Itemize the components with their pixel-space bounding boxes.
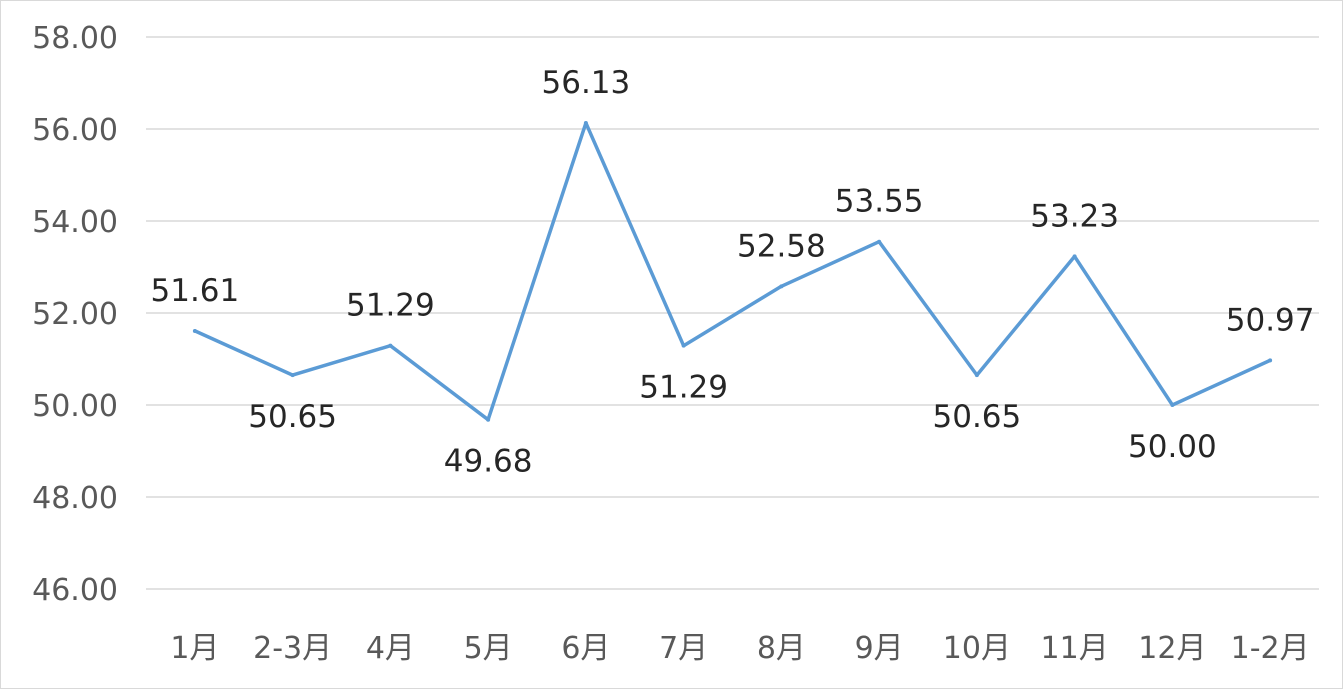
x-tick-label: 11月: [1041, 631, 1109, 666]
data-label: 52.58: [737, 228, 826, 264]
x-axis-tick-labels: 1月 2-3月 4月 5月 6月 7月 8月 9月 10月 11月 12月 1-2月: [170, 631, 1309, 666]
x-tick-label: 9月: [855, 631, 904, 666]
data-label: 53.23: [1030, 198, 1119, 234]
y-tick-label: 52.00: [32, 297, 118, 332]
data-label: 50.65: [933, 399, 1022, 435]
y-axis-tick-labels: 46.00 48.00 50.00 52.00 54.00 56.00 58.00: [32, 21, 118, 608]
x-tick-label: 7月: [659, 631, 708, 666]
x-tick-label: 5月: [464, 631, 513, 666]
x-tick-label: 1月: [170, 631, 219, 666]
y-tick-label: 58.00: [32, 21, 118, 56]
data-point: [779, 284, 784, 289]
x-tick-label: 6月: [561, 631, 610, 666]
y-tick-label: 54.00: [32, 205, 118, 240]
gridlines: [146, 36, 1319, 590]
data-point: [681, 343, 686, 348]
x-tick-label: 12月: [1138, 631, 1206, 666]
data-label: 56.13: [542, 65, 631, 101]
x-tick-label: 4月: [366, 631, 415, 666]
data-label: 50.97: [1226, 302, 1315, 338]
data-point: [583, 121, 588, 126]
data-point: [486, 417, 491, 422]
data-label: 51.29: [639, 370, 728, 406]
data-label: 49.68: [444, 444, 533, 480]
data-labels: 51.61 50.65 51.29 49.68 56.13 51.29 52.5853.55…: [151, 65, 1315, 480]
data-label: 51.61: [151, 273, 240, 309]
data-point: [290, 373, 295, 378]
x-tick-label: 10月: [943, 631, 1011, 666]
data-point: [974, 373, 979, 378]
x-tick-label: 1-2月: [1231, 631, 1310, 666]
data-point: [1170, 403, 1175, 407]
x-tick-label: 2-3月: [253, 631, 332, 666]
data-point: [877, 239, 882, 244]
x-tick-label: 8月: [757, 631, 806, 666]
y-tick-label: 46.00: [32, 573, 118, 608]
data-label: 50.65: [248, 399, 337, 435]
data-label: 53.55: [835, 184, 924, 220]
data-label: 51.29: [346, 288, 435, 324]
y-tick-label: 56.00: [32, 113, 118, 148]
series-line: [193, 121, 1272, 422]
data-point: [388, 343, 393, 348]
data-point: [192, 328, 197, 333]
series-lines: [192, 121, 1273, 422]
data-point: [1072, 254, 1077, 259]
y-tick-label: 48.00: [32, 481, 118, 516]
data-label: 50.00: [1128, 429, 1217, 465]
data-point: [1268, 358, 1273, 363]
y-tick-label: 50.00: [32, 389, 118, 424]
